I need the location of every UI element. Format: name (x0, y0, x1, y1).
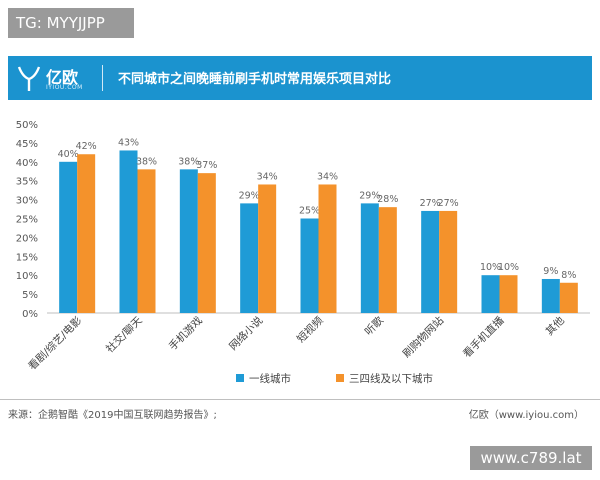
bar-2 (258, 184, 277, 313)
y-tick-label: 10% (16, 271, 38, 282)
bar-1 (240, 203, 259, 313)
logo-icon (17, 66, 41, 91)
y-tick-label: 5% (22, 290, 38, 301)
source-note: 来源：企鹅智酷《2019中国互联网趋势报告》; (8, 410, 217, 421)
bar-2 (197, 173, 216, 313)
chart-header: 亿欧 IYIOU.COM 不同城市之间晚睡前刷手机时常用娱乐项目对比 (8, 56, 592, 100)
bar-2 (318, 184, 337, 313)
bar-1 (300, 218, 319, 313)
x-tick-label: 网络小说 (226, 314, 265, 353)
data-label: 40% (58, 149, 79, 160)
data-label: 25% (299, 206, 320, 217)
watermark-bottom: www.c789.lat (470, 446, 592, 470)
bar-2 (499, 275, 518, 313)
y-tick-label: 15% (16, 252, 38, 263)
legend-label: 一线城市 (249, 372, 291, 385)
y-tick-label: 25% (16, 215, 38, 226)
bar-1 (360, 203, 379, 313)
y-tick-label: 20% (16, 233, 38, 244)
data-label: 38% (178, 156, 199, 167)
bar-1 (421, 210, 440, 313)
legend-label: 三四线及以下城市 (349, 372, 433, 385)
legend-swatch (336, 374, 344, 382)
data-label: 27% (438, 198, 459, 209)
y-tick-label: 50% (16, 120, 38, 131)
data-label: 9% (543, 266, 558, 277)
y-tick-label: 0% (22, 309, 38, 320)
data-label: 43% (118, 137, 139, 148)
logo-subtext: IYIOU.COM (46, 84, 83, 91)
bar-1 (59, 161, 78, 313)
bar-2 (439, 210, 458, 313)
y-tick-label: 35% (16, 177, 38, 188)
bar-1 (541, 278, 560, 313)
bar-chart: 0%5%10%15%20%25%30%35%40%45%50%40%42%看剧/… (16, 120, 590, 385)
data-label: 8% (561, 270, 576, 281)
y-tick-label: 30% (16, 196, 38, 207)
data-label: 10% (480, 262, 501, 273)
x-tick-label: 看剧/综艺/电影 (26, 314, 85, 373)
data-label: 34% (317, 171, 338, 182)
x-tick-label: 刷购物网站 (400, 314, 447, 361)
data-label: 28% (377, 194, 398, 205)
x-tick-label: 看手机直播 (460, 314, 507, 361)
data-label: 38% (136, 156, 157, 167)
data-label: 37% (196, 160, 217, 171)
x-tick-label: 手机游戏 (166, 314, 205, 353)
footer-divider (0, 399, 600, 400)
data-label: 42% (76, 141, 97, 152)
watermark-top: TG: MYYJJPP (8, 8, 134, 38)
bar-2 (77, 154, 96, 313)
y-tick-label: 40% (16, 158, 38, 169)
x-tick-label: 听歌 (362, 314, 386, 338)
data-label: 29% (359, 190, 380, 201)
bar-2 (378, 207, 397, 313)
bar-1 (481, 275, 500, 313)
x-tick-label: 其他 (543, 314, 567, 338)
bar-1 (119, 150, 138, 313)
chart-title: 不同城市之间晚睡前刷手机时常用娱乐项目对比 (118, 72, 392, 87)
data-label: 34% (257, 171, 278, 182)
credit-note: 亿欧（www.iyiou.com） (468, 410, 584, 421)
data-label: 10% (498, 262, 519, 273)
x-tick-label: 社交/聊天 (103, 314, 145, 356)
header-divider (102, 65, 103, 91)
bar-2 (137, 169, 156, 313)
y-tick-label: 45% (16, 139, 38, 150)
data-label: 27% (420, 198, 441, 209)
logo-text: 亿欧 (46, 68, 79, 87)
data-label: 29% (239, 190, 260, 201)
logo: 亿欧 IYIOU.COM (16, 60, 98, 96)
bar-1 (179, 169, 198, 313)
x-tick-label: 短视频 (294, 314, 326, 346)
legend-swatch (236, 374, 244, 382)
bar-2 (559, 282, 578, 313)
